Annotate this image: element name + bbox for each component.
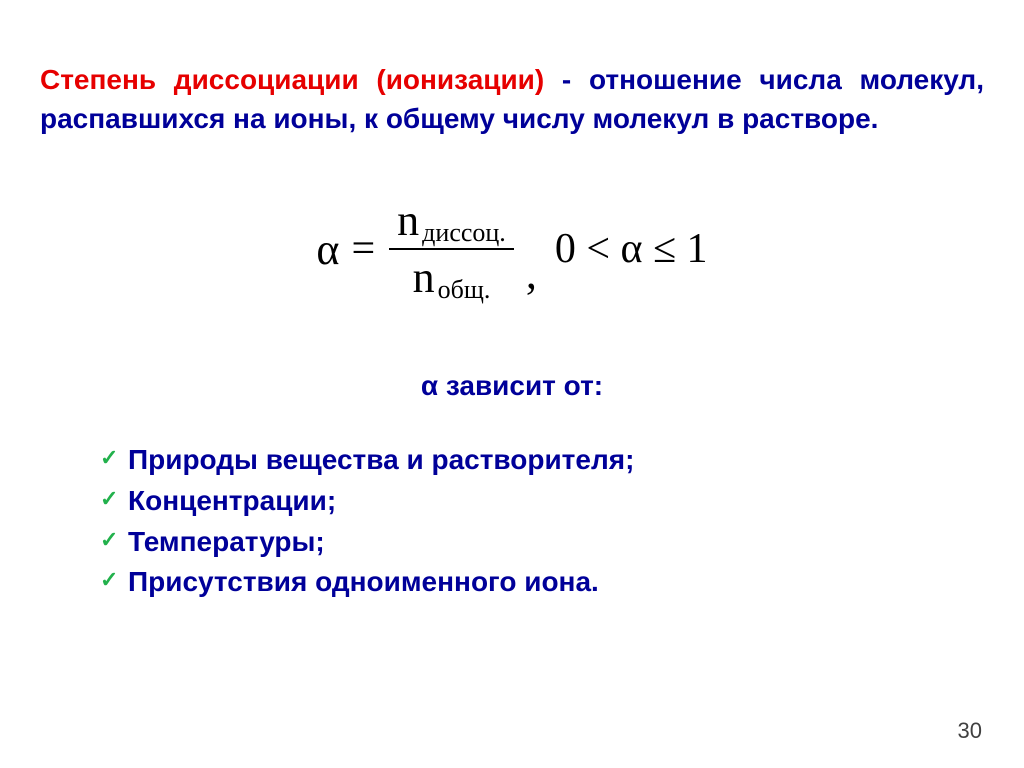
alpha-range: 0 < α ≤ 1 — [555, 225, 708, 273]
numerator: n диссоц. — [389, 193, 514, 248]
alpha-symbol: α — [316, 224, 339, 275]
equals-sign: = — [351, 225, 375, 273]
numerator-subscript: диссоц. — [422, 218, 506, 248]
list-item-text: Присутствия одноименного иона. — [128, 566, 599, 597]
denominator-subscript: общ. — [438, 275, 491, 305]
denominator-var: n — [413, 252, 435, 303]
check-icon: ✓ — [100, 564, 118, 596]
numerator-var: n — [397, 195, 419, 246]
check-icon: ✓ — [100, 524, 118, 556]
list-item: ✓ Природы вещества и растворителя; — [100, 440, 984, 481]
definition-paragraph: Степень диссоциации (ионизации) - отноше… — [40, 60, 984, 138]
check-icon: ✓ — [100, 442, 118, 474]
list-item: ✓ Температуры; — [100, 522, 984, 563]
list-item: ✓ Присутствия одноименного иона. — [100, 562, 984, 603]
list-item-text: Природы вещества и растворителя; — [128, 444, 634, 475]
depends-title: α зависит от: — [40, 370, 984, 402]
denominator: n общ. — [405, 250, 499, 305]
definition-term: Степень диссоциации (ионизации) — [40, 64, 544, 95]
check-icon: ✓ — [100, 483, 118, 515]
depends-list: ✓ Природы вещества и растворителя; ✓ Кон… — [40, 440, 984, 602]
formula-equation: α = n диссоц. n общ. , 0 < α ≤ 1 — [316, 193, 707, 305]
formula-row: α = n диссоц. n общ. , 0 < α ≤ 1 — [40, 193, 984, 305]
list-item-text: Концентрации; — [128, 485, 336, 516]
list-item-text: Температуры; — [128, 526, 325, 557]
page-number: 30 — [958, 718, 982, 744]
list-item: ✓ Концентрации; — [100, 481, 984, 522]
formula-comma: , — [526, 248, 537, 299]
fraction: n диссоц. n общ. — [389, 193, 514, 305]
